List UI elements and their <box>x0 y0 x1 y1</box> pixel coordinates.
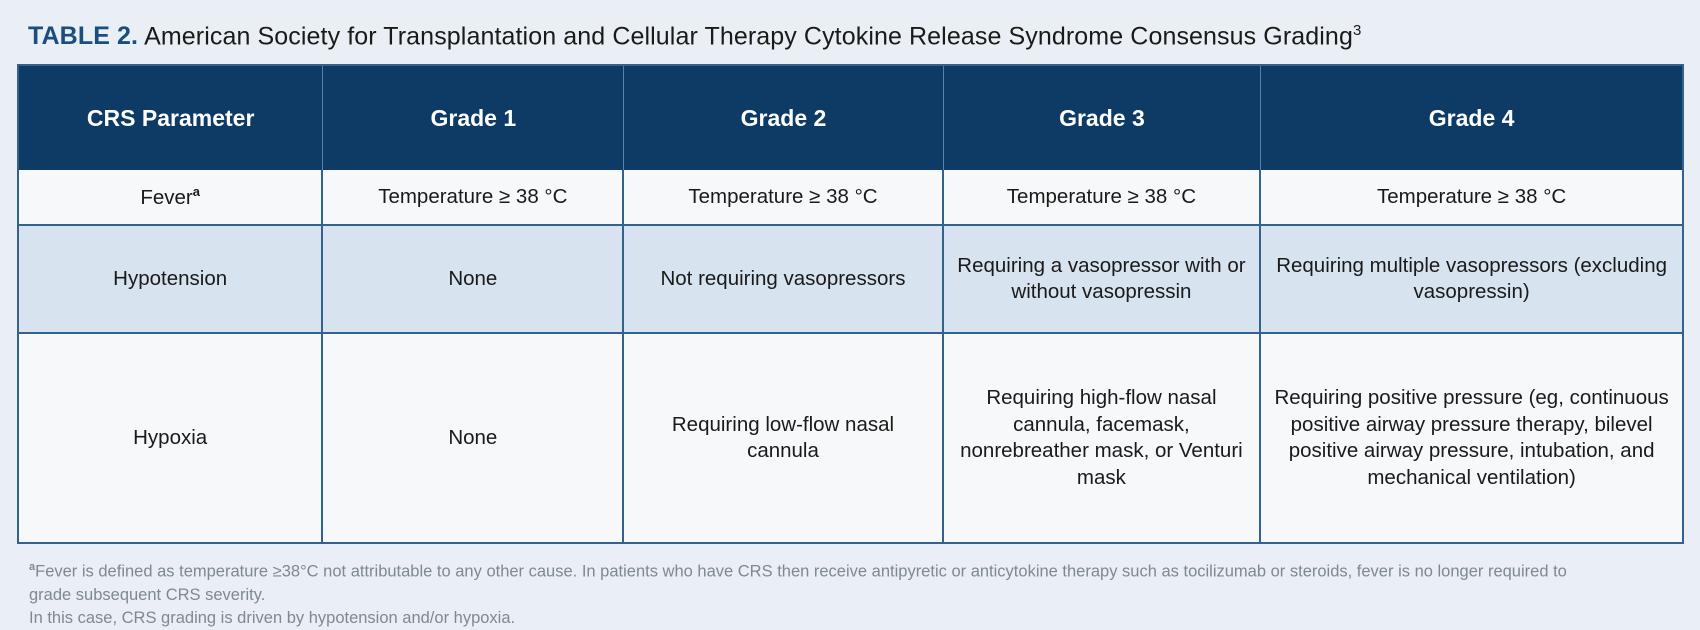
cell-hypoxia-grade2: Requiring low-flow nasal cannula <box>624 332 944 543</box>
table-row-fever: Fevera Temperature ≥ 38 °C Temperature ≥… <box>19 170 1682 225</box>
crs-grading-table: CRS Parameter Grade 1 Grade 2 Grade 3 Gr… <box>17 64 1684 545</box>
table-row-hypotension: Hypotension None Not requiring vasopress… <box>19 224 1682 333</box>
table-row-hypoxia: Hypoxia None Requiring low-flow nasal ca… <box>19 332 1682 543</box>
cell-hypotension-grade3: Requiring a vasopressor with or without … <box>943 224 1262 333</box>
table-title: TABLE 2. American Society for Transplanta… <box>28 22 1684 51</box>
table-title-text: American Society for Transplantation and… <box>144 22 1353 51</box>
fever-footnote-marker: a <box>192 183 200 199</box>
column-header-grade-1: Grade 1 <box>323 66 625 171</box>
table-title-reference: 3 <box>1352 22 1362 39</box>
cell-hypotension-grade2: Not requiring vasopressors <box>624 224 944 333</box>
column-header-crs-parameter: CRS Parameter <box>19 66 324 171</box>
cell-hypoxia-grade3: Requiring high-flow nasal cannula, facem… <box>943 332 1262 543</box>
cell-fever-grade3: Temperature ≥ 38 °C <box>943 170 1262 225</box>
column-header-grade-2: Grade 2 <box>624 66 944 171</box>
cell-fever-parameter: Fevera <box>19 170 324 225</box>
column-header-grade-3: Grade 3 <box>943 66 1262 171</box>
row-label: Fever <box>140 185 193 209</box>
cell-hypotension-parameter: Hypotension <box>19 224 324 333</box>
cell-fever-grade2: Temperature ≥ 38 °C <box>624 170 944 225</box>
cell-hypoxia-grade4: Requiring positive pressure (eg, continu… <box>1261 332 1682 543</box>
cell-hypotension-grade4: Requiring multiple vasopressors (excludi… <box>1261 224 1682 333</box>
column-header-grade-4: Grade 4 <box>1261 66 1682 171</box>
cell-hypoxia-parameter: Hypoxia <box>19 332 324 543</box>
table-title-label: TABLE 2. <box>28 22 139 51</box>
cell-fever-grade4: Temperature ≥ 38 °C <box>1261 170 1682 225</box>
cell-fever-grade1: Temperature ≥ 38 °C <box>323 170 625 225</box>
footnote-line-1: Fever is defined as temperature ≥38°C no… <box>29 562 1567 604</box>
footnote-marker: a <box>29 561 36 574</box>
cell-hypoxia-grade1: None <box>323 332 625 543</box>
footnote-line-2: In this case, CRS grading is driven by h… <box>29 609 516 628</box>
cell-hypotension-grade1: None <box>323 224 625 333</box>
header-row: CRS Parameter Grade 1 Grade 2 Grade 3 Gr… <box>19 66 1682 171</box>
footnote: aFever is defined as temperature ≥38°C n… <box>29 560 1589 630</box>
